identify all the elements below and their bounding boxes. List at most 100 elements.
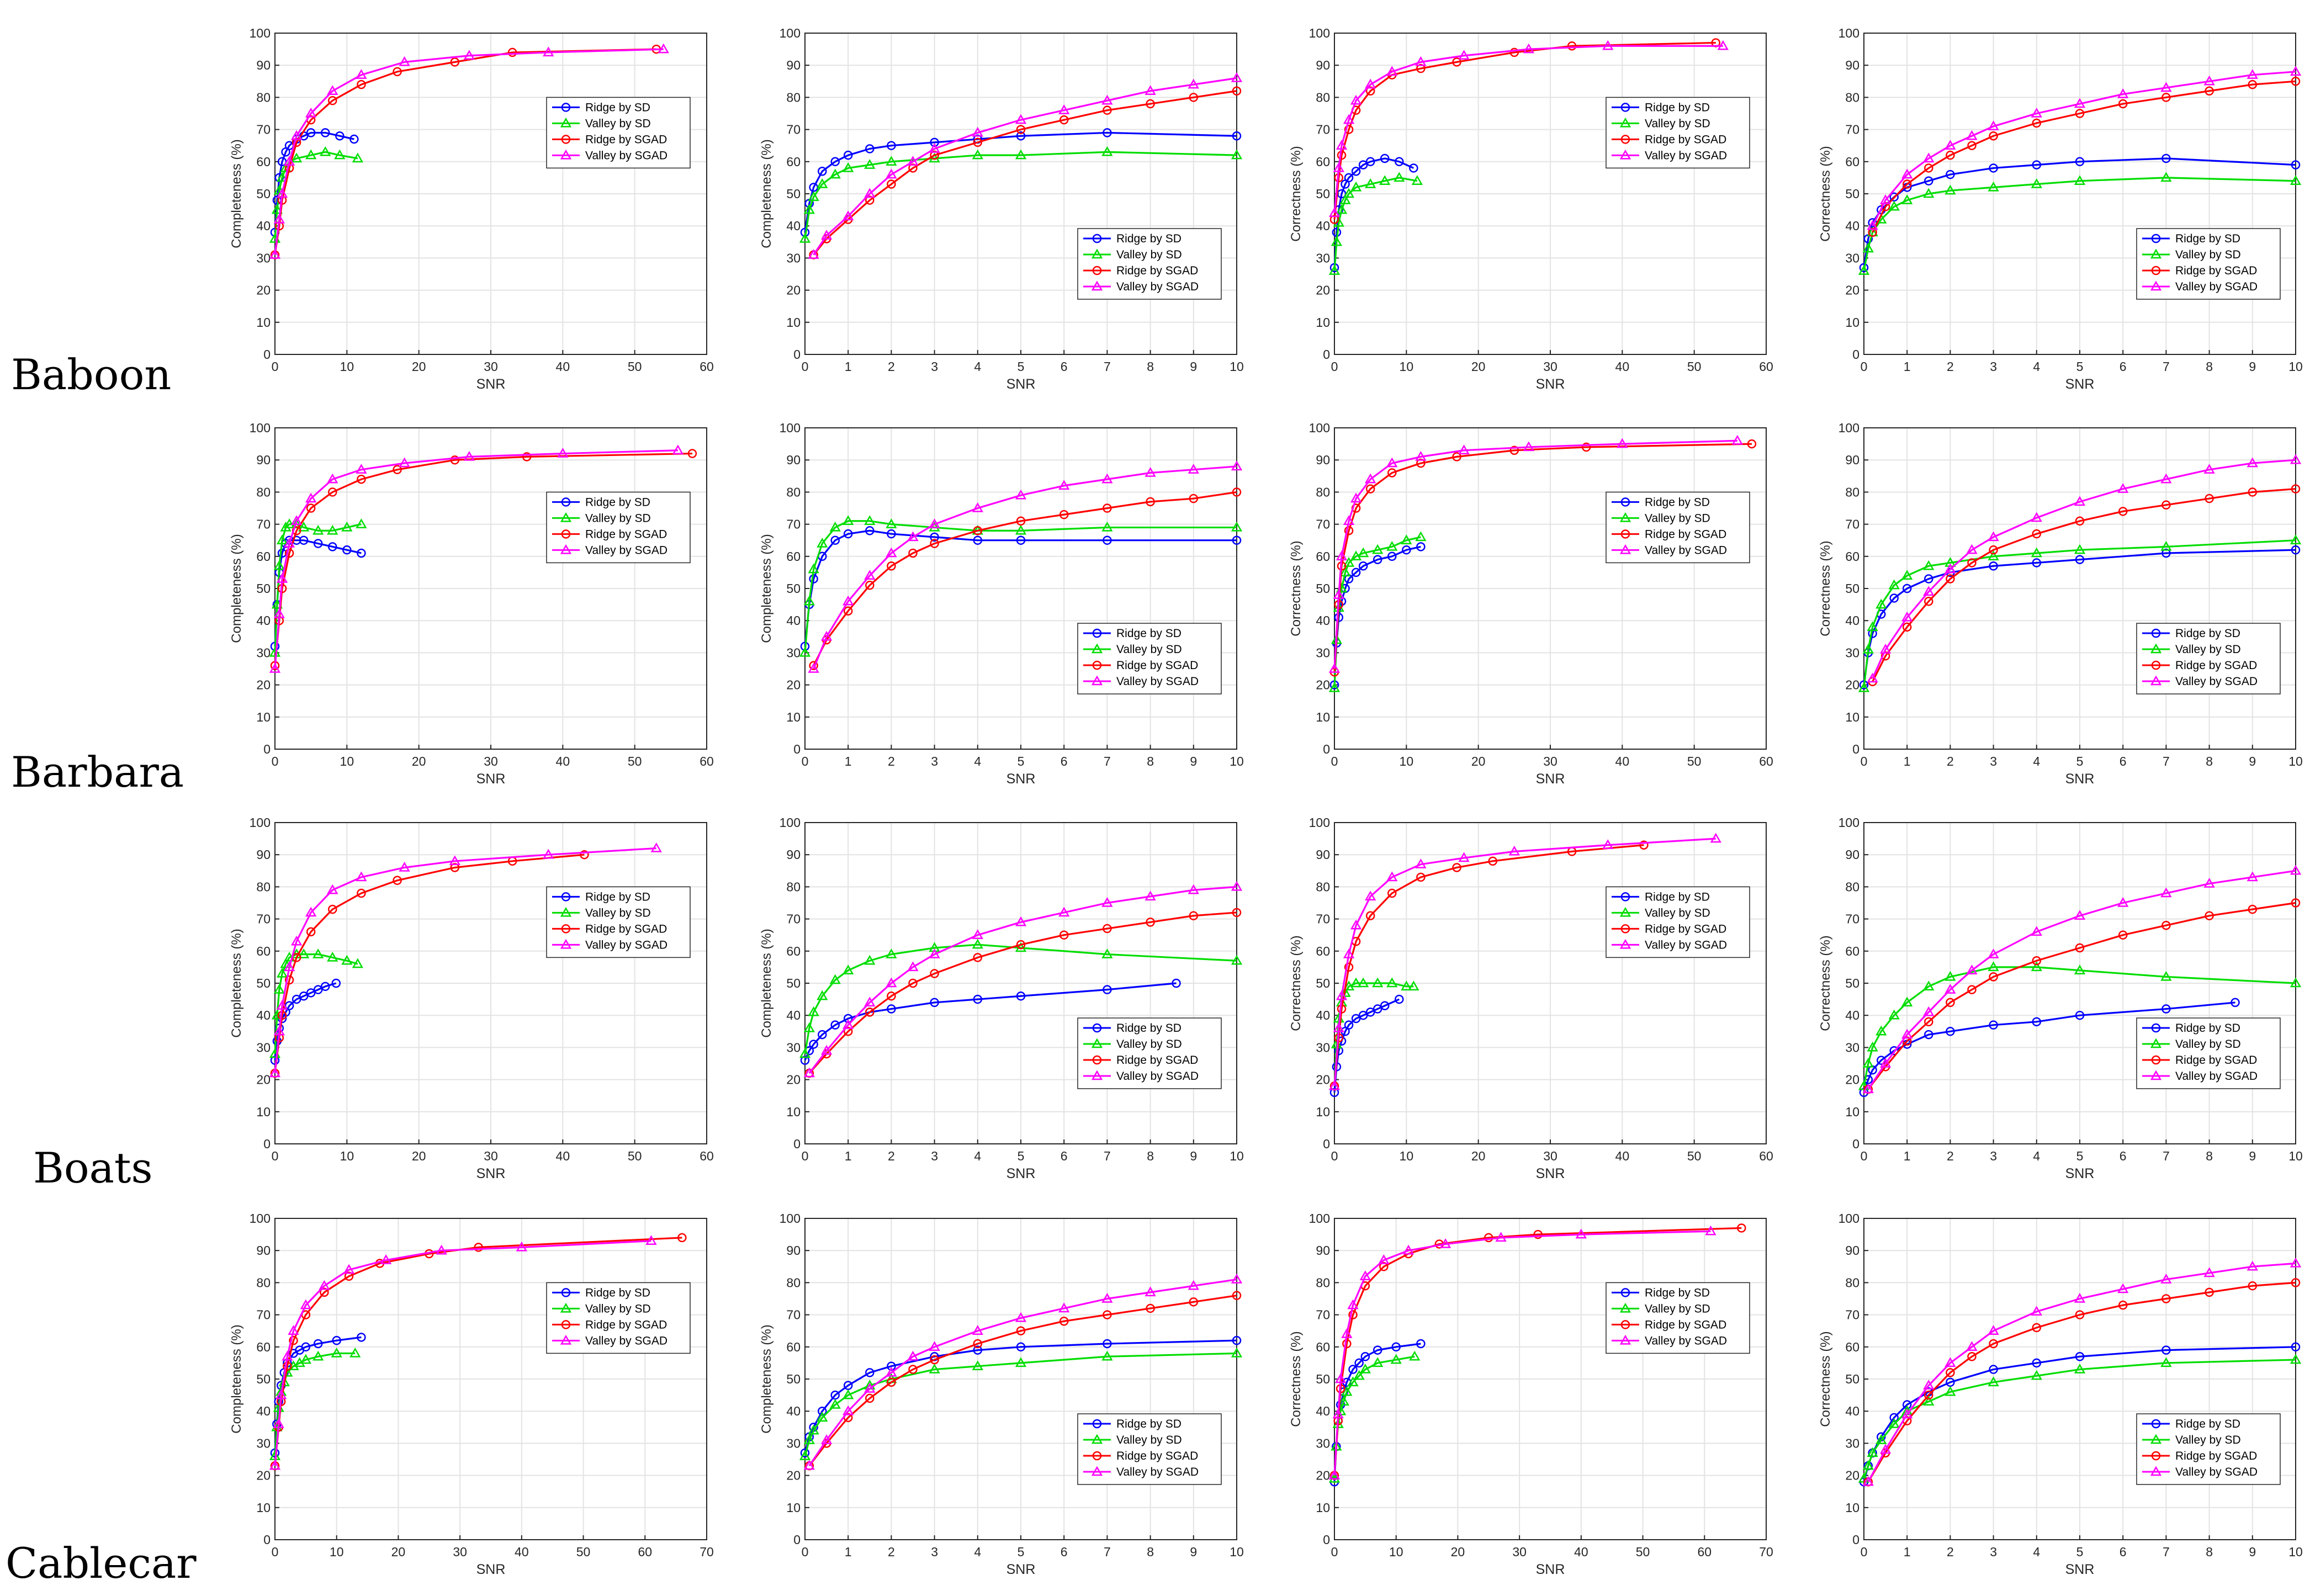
x-tick-label: 2 bbox=[1947, 359, 1954, 374]
data-point bbox=[800, 1448, 810, 1458]
data-point bbox=[1533, 1229, 1543, 1239]
data-point bbox=[1328, 265, 1341, 275]
y-tick-label: 10 bbox=[1845, 1500, 1859, 1515]
data-point bbox=[1710, 833, 1721, 843]
x-axis-label: SNR bbox=[476, 1562, 506, 1577]
y-tick-label: 30 bbox=[256, 1436, 271, 1450]
x-tick-label: 20 bbox=[1451, 1545, 1465, 1559]
y-tick-label: 100 bbox=[780, 26, 801, 40]
y-tick-label: 0 bbox=[263, 347, 271, 362]
legend-label: Ridge by SGAD bbox=[1116, 1054, 1198, 1067]
y-tick-label: 70 bbox=[1845, 1308, 1859, 1322]
data-point bbox=[1523, 441, 1535, 452]
data-point bbox=[1879, 644, 1892, 654]
x-axis-label: SNR bbox=[1006, 771, 1036, 787]
x-tick-label: 60 bbox=[700, 359, 714, 374]
data-point bbox=[1380, 1001, 1390, 1010]
data-point bbox=[1378, 1254, 1390, 1264]
data-point bbox=[1402, 545, 1411, 555]
data-point bbox=[320, 982, 330, 991]
y-tick-label: 0 bbox=[1852, 742, 1859, 756]
data-point bbox=[1357, 547, 1369, 558]
data-point bbox=[1333, 1022, 1344, 1032]
x-tick-label: 10 bbox=[1389, 1545, 1403, 1559]
series-valley-by-sd bbox=[1858, 1354, 2302, 1483]
x-tick-label: 10 bbox=[2288, 1149, 2303, 1163]
chart-panel: 0 10 20 30 40 50 60 70 80 90 100 0 1 2 3 4 5 6 7 8 9 10 SNR Com… bbox=[759, 815, 1244, 1181]
data-point bbox=[289, 1335, 298, 1345]
series-line bbox=[274, 48, 664, 255]
data-point bbox=[2203, 1267, 2215, 1277]
series-valley-by-sgad bbox=[803, 881, 1243, 1078]
data-point bbox=[2075, 516, 2085, 526]
y-tick-label: 50 bbox=[256, 976, 271, 990]
data-point bbox=[1875, 1434, 1887, 1444]
y-tick-label: 100 bbox=[250, 421, 271, 435]
x-tick-label: 20 bbox=[412, 359, 426, 374]
y-tick-label: 20 bbox=[1845, 1468, 1859, 1483]
data-point bbox=[1386, 540, 1398, 551]
y-tick-label: 40 bbox=[1316, 219, 1330, 233]
row-label: Cablecar bbox=[6, 1539, 197, 1588]
data-point bbox=[2291, 1278, 2301, 1287]
data-point bbox=[803, 1067, 815, 1078]
data-point bbox=[1989, 561, 1998, 571]
data-point bbox=[1231, 1274, 1243, 1284]
data-point bbox=[820, 230, 833, 240]
data-point bbox=[886, 948, 897, 958]
data-point bbox=[1946, 1368, 1955, 1377]
y-tick-label: 0 bbox=[1323, 742, 1330, 756]
legend: Ridge by SD Valley by SD Ridge by SGAD Vall… bbox=[1077, 623, 1222, 694]
data-point bbox=[352, 152, 364, 163]
y-tick-label: 90 bbox=[786, 847, 801, 862]
y-tick-label: 90 bbox=[1845, 58, 1859, 72]
data-point bbox=[2032, 956, 2042, 966]
data-point bbox=[1058, 480, 1070, 490]
x-tick-label: 1 bbox=[1904, 754, 1911, 768]
data-point bbox=[2118, 99, 2128, 109]
data-point bbox=[1567, 41, 1577, 51]
x-tick-label: 20 bbox=[412, 754, 426, 768]
legend-marker bbox=[1091, 1466, 1103, 1476]
data-point bbox=[1401, 534, 1412, 544]
x-tick-label: 40 bbox=[556, 754, 570, 768]
y-tick-label: 100 bbox=[250, 815, 271, 830]
chart-panel: 0 10 20 30 40 50 60 70 80 90 100 0 10 20 30 40 50 60 SNR Co… bbox=[229, 815, 714, 1181]
legend-marker bbox=[1091, 1038, 1103, 1048]
data-point bbox=[1862, 242, 1874, 253]
data-point bbox=[1015, 524, 1027, 535]
legend-label: Ridge by SGAD bbox=[2175, 1450, 2257, 1462]
legend-label: Ridge by SD bbox=[1116, 1022, 1182, 1035]
x-tick-label: 4 bbox=[2033, 359, 2040, 374]
data-point bbox=[2230, 998, 2240, 1008]
data-point bbox=[1523, 43, 1535, 54]
data-point bbox=[343, 1264, 355, 1274]
data-point bbox=[1901, 611, 1913, 622]
y-tick-label: 80 bbox=[786, 1275, 801, 1290]
data-point bbox=[818, 1406, 827, 1416]
series-line bbox=[1333, 837, 1716, 1086]
data-point bbox=[1945, 971, 1956, 981]
data-point bbox=[1988, 961, 1999, 972]
y-tick-label: 10 bbox=[1845, 1105, 1859, 1119]
data-point bbox=[335, 131, 345, 141]
data-point bbox=[1231, 72, 1243, 82]
x-tick-label: 2 bbox=[888, 754, 895, 768]
data-point bbox=[1231, 460, 1243, 471]
series-line bbox=[808, 886, 1237, 1074]
data-point bbox=[1328, 1080, 1341, 1090]
data-point bbox=[1058, 906, 1070, 917]
legend: Ridge by SD Valley by SD Ridge by SGAD Vall… bbox=[2136, 1413, 2281, 1485]
x-tick-label: 1 bbox=[1904, 1149, 1911, 1163]
legend-marker bbox=[1092, 660, 1102, 670]
data-point bbox=[1988, 120, 1999, 131]
x-tick-label: 30 bbox=[1543, 359, 1557, 374]
data-point bbox=[2247, 871, 2258, 882]
data-point bbox=[908, 548, 918, 558]
x-axis-label: SNR bbox=[476, 771, 506, 787]
legend-marker bbox=[1619, 938, 1631, 949]
data-point bbox=[276, 968, 288, 978]
data-point bbox=[1967, 1352, 1977, 1361]
x-tick-label: 2 bbox=[888, 1545, 895, 1559]
data-point bbox=[1386, 977, 1398, 988]
